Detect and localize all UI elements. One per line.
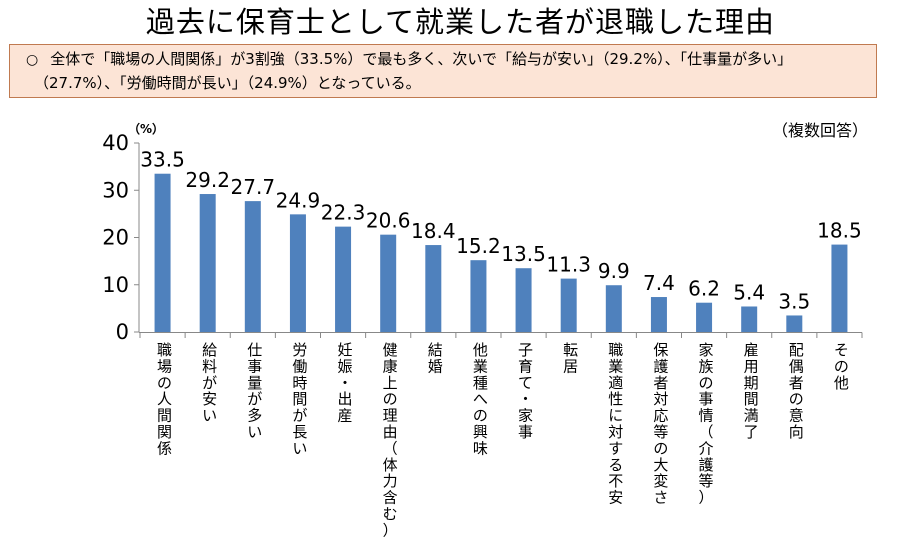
category-label: その他 (834, 341, 849, 392)
category-label: 他業種への興味 (473, 341, 488, 457)
category-label: 雇用期間満了 (744, 341, 759, 441)
axes: 0 10 20 30 40 (102, 131, 863, 344)
y-tick-label: 40 (102, 131, 129, 155)
category-label: 保護者対応等の大変さ (653, 341, 668, 507)
bar (560, 278, 577, 332)
data-labels: 33.529.2 27.724.922.3 20.6 18.415.2 13.5 11.3… (140, 148, 861, 314)
data-label: 9.9 (598, 259, 630, 283)
circle-bullet-icon: ○ (26, 52, 39, 68)
data-label: 24.9 (276, 188, 321, 212)
category-labels: 職場の人間関係 給料が安い 仕事量が多い 労働時間が長い 妊娠・出産 健康上の理由（体力含… (157, 341, 849, 539)
data-label: 7.4 (643, 271, 675, 295)
bar (244, 201, 261, 332)
category-label: 結婚 (428, 341, 443, 375)
category-label: 健康上の理由（体力含む） (383, 341, 398, 539)
bar (425, 245, 442, 332)
bar (515, 268, 532, 332)
y-tick-label: 30 (102, 178, 129, 202)
multiple-answer-note: （複数回答） (772, 121, 868, 140)
data-label: 13.5 (501, 242, 546, 266)
data-label: 33.5 (140, 148, 185, 172)
y-tick-label: 20 (102, 226, 129, 250)
data-label: 3.5 (778, 289, 810, 313)
bar (335, 226, 352, 332)
data-label: 18.5 (817, 219, 862, 243)
summary-line-1: ○ 全体で「職場の人間関係」が3割強（33.5%）で最も多く、次いで「給与が安い」… (26, 48, 868, 72)
y-tick-label: 0 (116, 320, 129, 344)
bar (650, 297, 667, 332)
summary-line-2: （27.7%）、「労働時間が長い」（24.9%）となっている。 (34, 74, 421, 92)
data-label: 20.6 (366, 209, 411, 233)
bars (154, 173, 848, 332)
summary-box: ○ 全体で「職場の人間関係」が3割強（33.5%）で最も多く、次いで「給与が安い」… (9, 44, 877, 98)
category-label: 仕事量が多い (247, 341, 262, 441)
data-label: 29.2 (185, 168, 230, 192)
y-tick-label: 10 (102, 273, 129, 297)
bar (831, 244, 848, 332)
bar (786, 315, 803, 332)
bar (154, 173, 171, 332)
bar (199, 194, 216, 332)
bar (696, 302, 713, 332)
bar (289, 214, 306, 332)
category-label: 職業適性に対する不安 (608, 341, 623, 507)
y-unit-label: （%） (128, 121, 164, 136)
data-label: 22.3 (321, 201, 366, 225)
data-label: 18.4 (411, 219, 456, 243)
summary-text-1: 全体で「職場の人間関係」が3割強（33.5%）で最も多く、次いで「給与が安い」（… (50, 50, 793, 68)
data-label: 27.7 (231, 175, 276, 199)
category-label: 給料が安い (202, 341, 217, 425)
bar (380, 234, 397, 332)
bar (741, 306, 758, 332)
data-label: 5.4 (733, 280, 765, 304)
category-label: 妊娠・出産 (338, 341, 353, 425)
chart-title: 過去に保育士として就業した者が退職した理由 (145, 5, 776, 39)
category-label: 配偶者の意向 (789, 341, 804, 441)
category-label: 労働時間が長い (292, 341, 307, 457)
category-label: 家族の事情（介護等） (699, 341, 714, 507)
data-label: 11.3 (546, 253, 591, 277)
bar (605, 285, 622, 332)
data-label: 15.2 (456, 234, 501, 258)
bar (470, 260, 487, 332)
category-label: 子育て・家事 (518, 341, 533, 441)
data-label: 6.2 (688, 277, 720, 301)
category-label: 職場の人間関係 (157, 341, 172, 457)
category-label: 転居 (563, 341, 578, 375)
